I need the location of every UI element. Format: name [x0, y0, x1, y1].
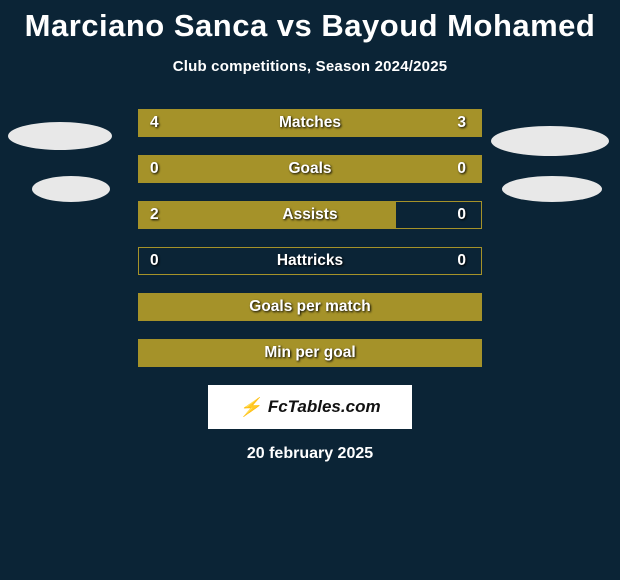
bar-left	[139, 340, 481, 366]
subtitle: Club competitions, Season 2024/2025	[0, 58, 620, 75]
stat-row: 20Assists	[0, 201, 620, 229]
site-logo: ⚡ FcTables.com	[208, 385, 412, 429]
stat-value-right: 0	[457, 247, 466, 275]
bar-left	[139, 110, 334, 136]
stat-value-left: 4	[150, 109, 159, 137]
stat-value-left: 0	[150, 155, 159, 183]
stat-value-left: 2	[150, 201, 159, 229]
bolt-icon: ⚡	[239, 397, 261, 418]
bar-track	[138, 155, 482, 183]
bar-track	[138, 109, 482, 137]
bar-track	[138, 247, 482, 275]
page-title: Marciano Sanca vs Bayoud Mohamed	[0, 0, 620, 44]
bar-track	[138, 339, 482, 367]
stat-value-right: 0	[457, 201, 466, 229]
stat-value-right: 3	[457, 109, 466, 137]
stat-row: Goals per match	[0, 293, 620, 321]
bar-left	[139, 202, 396, 228]
logo-text: FcTables.com	[268, 397, 381, 417]
bar-track	[138, 293, 482, 321]
bar-track	[138, 201, 482, 229]
stat-value-left: 0	[150, 247, 159, 275]
placeholder-ellipse-right_top	[491, 126, 609, 156]
bar-left	[139, 156, 481, 182]
bar-left	[139, 294, 481, 320]
placeholder-ellipse-right_bot	[502, 176, 602, 202]
placeholder-ellipse-left_top	[8, 122, 112, 150]
placeholder-ellipse-left_bot	[32, 176, 110, 202]
stat-value-right: 0	[457, 155, 466, 183]
date-label: 20 february 2025	[0, 445, 620, 463]
stat-row: 00Hattricks	[0, 247, 620, 275]
stat-row: Min per goal	[0, 339, 620, 367]
